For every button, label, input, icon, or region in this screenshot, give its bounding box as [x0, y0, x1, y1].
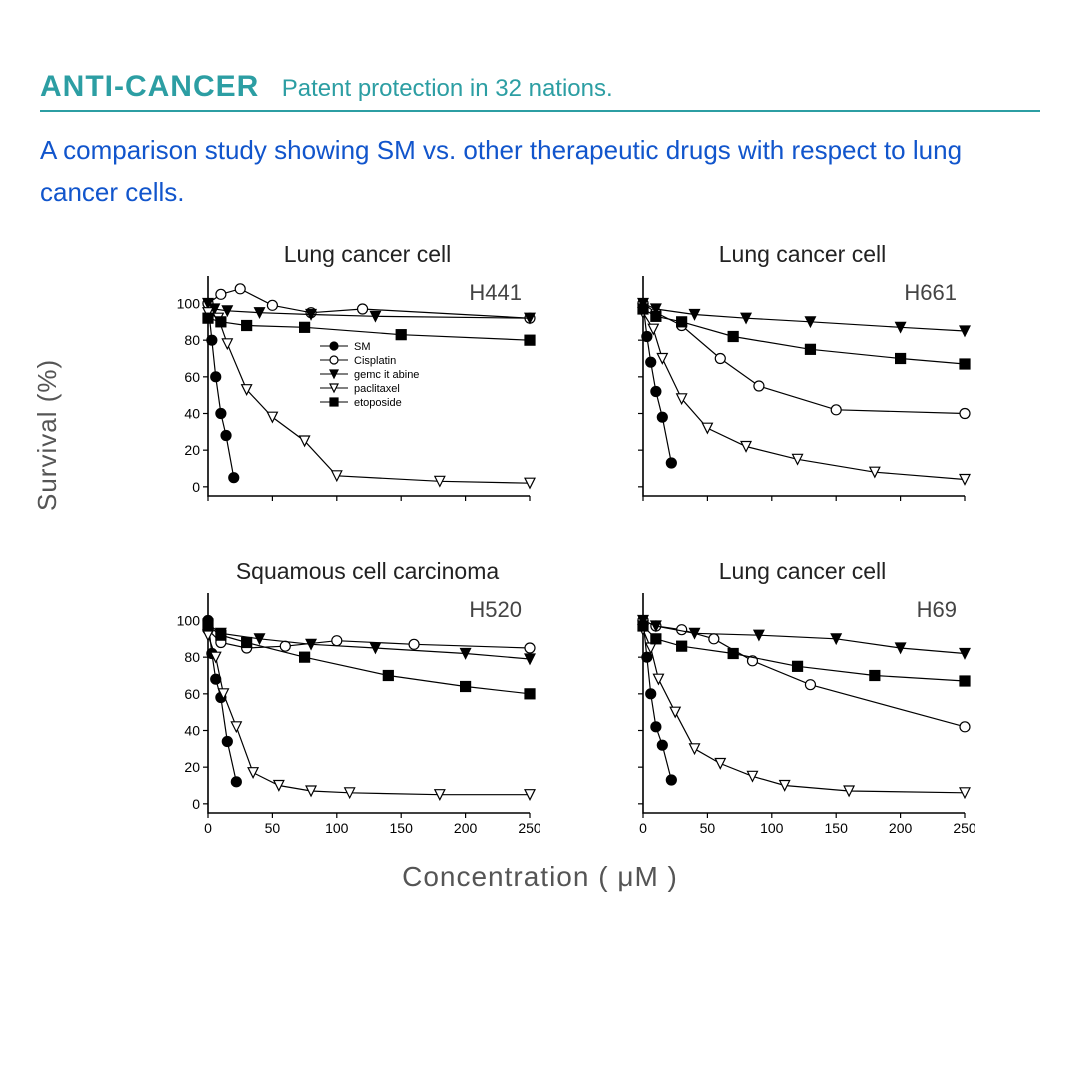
svg-text:H661: H661	[904, 280, 957, 305]
svg-text:200: 200	[889, 820, 913, 836]
svg-text:20: 20	[184, 759, 200, 775]
chart-svg: H661	[595, 270, 975, 530]
panel-subtitle: Squamous cell carcinoma	[160, 558, 575, 585]
svg-text:150: 150	[390, 820, 414, 836]
svg-text:80: 80	[184, 649, 200, 665]
svg-text:H520: H520	[469, 597, 522, 622]
svg-text:etoposide: etoposide	[354, 397, 402, 409]
svg-text:H69: H69	[917, 597, 957, 622]
chart-svg: 0 20 40 60 80 100 0 50 100 150 200 250 H520	[160, 587, 540, 847]
chart-panel-H661: Lung cancer cell H661	[595, 241, 1010, 530]
y-axis-label: Survival (%)	[32, 359, 63, 511]
main-title: ANTI-CANCER	[40, 70, 259, 103]
svg-text:0: 0	[639, 820, 647, 836]
svg-text:200: 200	[454, 820, 478, 836]
chart-panel-H441: Lung cancer cell 0 20 40 60 80 100 H441 SM Cispla…	[160, 241, 575, 530]
svg-text:100: 100	[177, 613, 201, 629]
svg-text:H441: H441	[469, 280, 522, 305]
svg-text:gemc it abine: gemc it abine	[354, 369, 419, 381]
svg-text:0: 0	[204, 820, 212, 836]
svg-text:60: 60	[184, 369, 200, 385]
svg-text:100: 100	[177, 296, 201, 312]
svg-text:50: 50	[700, 820, 716, 836]
svg-text:100: 100	[325, 820, 349, 836]
panel-subtitle: Lung cancer cell	[160, 241, 575, 268]
study-description: A comparison study showing SM vs. other …	[40, 130, 1040, 213]
x-axis-label: Concentration ( μM )	[40, 861, 1040, 893]
panel-subtitle: Lung cancer cell	[595, 241, 1010, 268]
chart-panel-H520: Squamous cell carcinoma 0 20 40 60 80 100 0 50 10…	[160, 558, 575, 847]
svg-text:SM: SM	[354, 341, 371, 353]
svg-text:paclitaxel: paclitaxel	[354, 383, 400, 395]
svg-text:100: 100	[760, 820, 784, 836]
svg-text:60: 60	[184, 686, 200, 702]
chart-svg: 0 50 100 150 200 250 H69	[595, 587, 975, 847]
chart-panel-H69: Lung cancer cell 0 50 100 150 200 250 H69	[595, 558, 1010, 847]
svg-text:150: 150	[825, 820, 849, 836]
figure-panel: Survival (%) Lung cancer cell02040608010…	[40, 241, 1040, 893]
svg-text:0: 0	[192, 796, 200, 812]
svg-text:Cisplatin: Cisplatin	[354, 355, 396, 367]
svg-text:80: 80	[184, 332, 200, 348]
patent-note: Patent protection in 32 nations.	[282, 75, 613, 102]
svg-text:50: 50	[265, 820, 281, 836]
panel-subtitle: Lung cancer cell	[595, 558, 1010, 585]
svg-text:250: 250	[518, 820, 540, 836]
chart-svg: 0 20 40 60 80 100 H441 SM Cisplatin gemc it abine…	[160, 270, 540, 530]
svg-text:20: 20	[184, 442, 200, 458]
svg-text:40: 40	[184, 723, 200, 739]
svg-text:0: 0	[192, 479, 200, 495]
svg-text:40: 40	[184, 406, 200, 422]
svg-text:250: 250	[953, 820, 975, 836]
